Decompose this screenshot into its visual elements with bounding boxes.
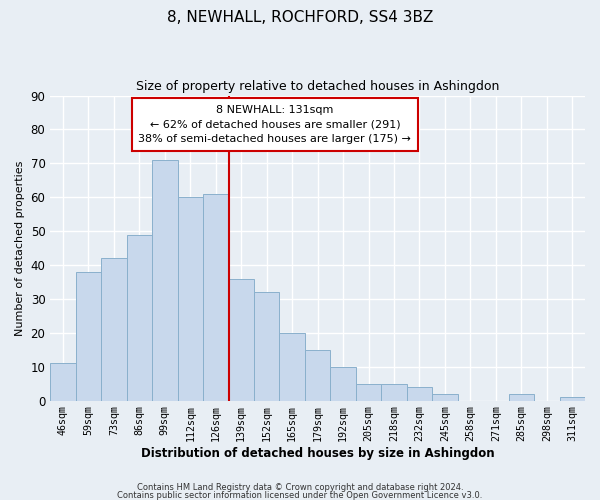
Bar — [331, 366, 356, 400]
Bar — [101, 258, 127, 400]
Bar — [305, 350, 331, 401]
Text: Contains public sector information licensed under the Open Government Licence v3: Contains public sector information licen… — [118, 490, 482, 500]
Bar — [229, 278, 254, 400]
Text: 8, NEWHALL, ROCHFORD, SS4 3BZ: 8, NEWHALL, ROCHFORD, SS4 3BZ — [167, 10, 433, 25]
Bar — [356, 384, 382, 400]
Bar — [509, 394, 534, 400]
Bar — [203, 194, 229, 400]
Bar — [50, 364, 76, 401]
Title: Size of property relative to detached houses in Ashingdon: Size of property relative to detached ho… — [136, 80, 499, 93]
Text: Contains HM Land Registry data © Crown copyright and database right 2024.: Contains HM Land Registry data © Crown c… — [137, 484, 463, 492]
Text: 8 NEWHALL: 131sqm
← 62% of detached houses are smaller (291)
38% of semi-detache: 8 NEWHALL: 131sqm ← 62% of detached hous… — [139, 104, 412, 144]
Y-axis label: Number of detached properties: Number of detached properties — [15, 160, 25, 336]
Bar — [76, 272, 101, 400]
X-axis label: Distribution of detached houses by size in Ashingdon: Distribution of detached houses by size … — [141, 447, 494, 460]
Bar — [280, 333, 305, 400]
Bar — [178, 197, 203, 400]
Bar — [560, 397, 585, 400]
Bar — [407, 387, 432, 400]
Bar — [254, 292, 280, 401]
Bar — [382, 384, 407, 400]
Bar — [432, 394, 458, 400]
Bar — [152, 160, 178, 400]
Bar — [127, 234, 152, 400]
